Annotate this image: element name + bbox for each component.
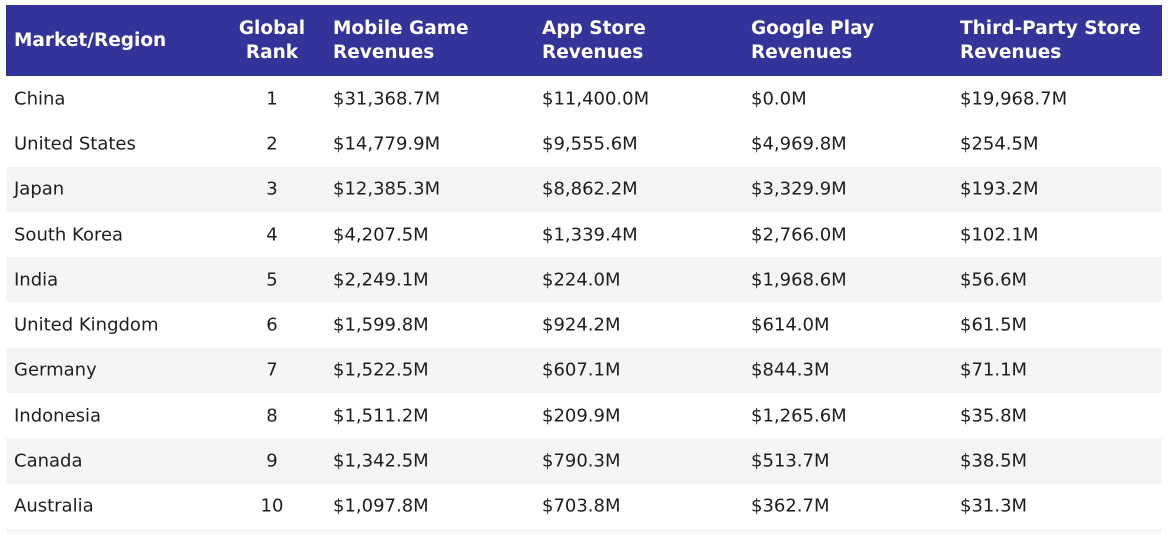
cell-mobile-game-revenues: $1,522.5M — [333, 359, 429, 381]
cell-google-play-revenues: $362.7M — [751, 495, 830, 517]
cell-mobile-game-revenues: $1,599.8M — [333, 314, 429, 336]
cell-mobile-game-revenues: $31,368.7M — [333, 88, 441, 110]
cell-third-party-store-revenues: $102.1M — [960, 224, 1039, 246]
cell-market-region: Japan — [14, 178, 65, 200]
cell-google-play-revenues: $513.7M — [751, 450, 830, 472]
column-header-third-party-store-revenues: Third-Party Store Revenues — [960, 17, 1141, 63]
table-row: Japan 3 $12,385.3M $8,862.2M $3,329.9M $193.2… — [6, 166, 1162, 212]
cell-app-store-revenues: $607.1M — [542, 359, 621, 381]
cell-third-party-store-revenues: $38.5M — [960, 450, 1028, 472]
cell-google-play-revenues: $3,329.9M — [751, 178, 847, 200]
cell-market-region: United Kingdom — [14, 314, 159, 336]
table-header: Market/Region Global Rank Mobile Game Revenu… — [6, 5, 1162, 76]
table-row: South Korea 4 $4,207.5M $1,339.4M $2,766.0M $… — [6, 212, 1162, 257]
cell-app-store-revenues: $790.3M — [542, 450, 621, 472]
cell-market-region: South Korea — [14, 224, 124, 246]
cell-mobile-game-revenues: $1,097.8M — [333, 495, 429, 517]
table-row: Indonesia 8 $1,511.2M $209.9M $1,265.6M $35.8… — [6, 393, 1162, 438]
cell-app-store-revenues: $924.2M — [542, 314, 621, 336]
table-row: United States 2 $14,779.9M $9,555.6M $4,969.… — [6, 121, 1162, 166]
cell-global-rank: 2 — [266, 133, 278, 155]
cell-market-region: India — [14, 269, 59, 291]
cell-global-rank: 10 — [260, 495, 284, 517]
cell-market-region: United States — [14, 133, 136, 155]
column-header-market-region: Market/Region — [14, 29, 167, 51]
table-row: China 1 $31,368.7M $11,400.0M $0.0M $19,968.7… — [6, 76, 1162, 121]
cell-google-play-revenues: $0.0M — [751, 88, 807, 110]
cell-google-play-revenues: $1,265.6M — [751, 405, 847, 427]
cell-global-rank: 8 — [266, 405, 278, 427]
cell-google-play-revenues: $844.3M — [751, 359, 830, 381]
cell-global-rank: 3 — [266, 178, 278, 200]
table-bottom-stripe — [6, 529, 1162, 534]
revenue-table: Market/Region Global Rank Mobile Game Revenu… — [6, 5, 1162, 529]
cell-third-party-store-revenues: $56.6M — [960, 269, 1028, 291]
cell-market-region: Indonesia — [14, 405, 102, 427]
cell-third-party-store-revenues: $19,968.7M — [960, 88, 1068, 110]
cell-mobile-game-revenues: $1,342.5M — [333, 450, 429, 472]
cell-app-store-revenues: $1,339.4M — [542, 224, 638, 246]
cell-app-store-revenues: $8,862.2M — [542, 178, 638, 200]
cell-google-play-revenues: $4,969.8M — [751, 133, 847, 155]
column-header-global-rank: Global Rank — [238, 17, 306, 63]
cell-market-region: Germany — [14, 359, 97, 381]
column-header-google-play-revenues: Google Play Revenues — [751, 17, 875, 63]
table-row: India 5 $2,249.1M $224.0M $1,968.6M $56.6M — [6, 257, 1162, 303]
cell-google-play-revenues: $2,766.0M — [751, 224, 847, 246]
cell-app-store-revenues: $9,555.6M — [542, 133, 638, 155]
cell-third-party-store-revenues: $71.1M — [960, 359, 1028, 381]
table-row: Germany 7 $1,522.5M $607.1M $844.3M $71.1M — [6, 347, 1162, 394]
cell-mobile-game-revenues: $1,511.2M — [333, 405, 429, 427]
column-header-mobile-game-revenues: Mobile Game Revenues — [333, 17, 469, 63]
cell-market-region: China — [14, 88, 66, 110]
cell-app-store-revenues: $209.9M — [542, 405, 621, 427]
cell-mobile-game-revenues: $12,385.3M — [333, 178, 441, 200]
cell-mobile-game-revenues: $2,249.1M — [333, 269, 429, 291]
cell-third-party-store-revenues: $31.3M — [960, 495, 1028, 517]
table-body: China 1 $31,368.7M $11,400.0M $0.0M $19,968.7… — [6, 76, 1162, 529]
cell-third-party-store-revenues: $193.2M — [960, 178, 1039, 200]
cell-global-rank: 4 — [266, 224, 278, 246]
cell-app-store-revenues: $11,400.0M — [542, 88, 650, 110]
cell-mobile-game-revenues: $14,779.9M — [333, 133, 441, 155]
table-row: Canada 9 $1,342.5M $790.3M $513.7M $38.5M — [6, 438, 1162, 484]
cell-global-rank: 1 — [266, 88, 278, 110]
cell-third-party-store-revenues: $61.5M — [960, 314, 1028, 336]
cell-third-party-store-revenues: $254.5M — [960, 133, 1039, 155]
cell-mobile-game-revenues: $4,207.5M — [333, 224, 429, 246]
cell-market-region: Australia — [14, 495, 94, 517]
cell-global-rank: 7 — [266, 359, 278, 381]
cell-google-play-revenues: $614.0M — [751, 314, 830, 336]
cell-global-rank: 5 — [266, 269, 278, 291]
cell-third-party-store-revenues: $35.8M — [960, 405, 1028, 427]
cell-global-rank: 6 — [266, 314, 278, 336]
column-header-app-store-revenues: App Store Revenues — [542, 17, 646, 63]
cell-global-rank: 9 — [266, 450, 278, 472]
cell-app-store-revenues: $224.0M — [542, 269, 621, 291]
table-row: United Kingdom 6 $1,599.8M $924.2M $614.0M $6… — [6, 302, 1162, 347]
table-row: Australia 10 $1,097.8M $703.8M $362.7M $31.3M — [6, 484, 1162, 529]
cell-market-region: Canada — [14, 450, 83, 472]
cell-google-play-revenues: $1,968.6M — [751, 269, 847, 291]
cell-app-store-revenues: $703.8M — [542, 495, 621, 517]
